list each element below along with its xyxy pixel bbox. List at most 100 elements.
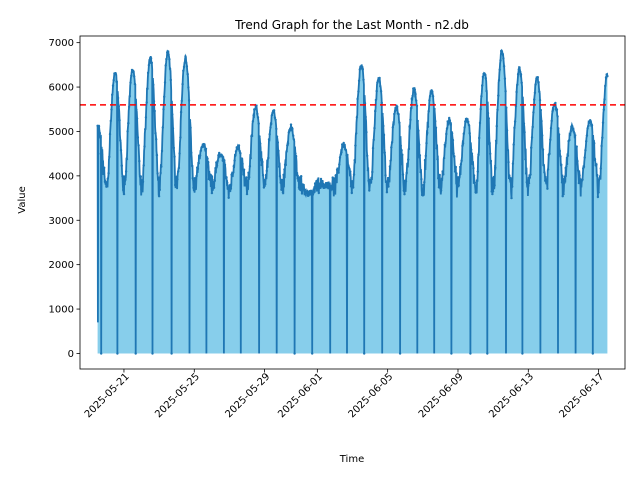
data-point	[454, 165, 457, 169]
data-point	[498, 68, 501, 71]
data-point	[269, 126, 272, 129]
data-point	[606, 75, 609, 78]
data-point	[481, 75, 485, 79]
data-point	[530, 146, 533, 149]
data-point	[382, 133, 386, 137]
data-point	[562, 192, 565, 196]
data-point	[502, 65, 506, 68]
data-point	[246, 179, 249, 182]
data-point	[478, 121, 482, 125]
data-point	[497, 79, 501, 82]
data-point	[390, 146, 393, 149]
data-point	[585, 134, 589, 137]
data-point	[475, 179, 479, 182]
data-point	[180, 99, 183, 103]
data-point	[453, 155, 456, 158]
data-point	[302, 184, 305, 187]
data-point	[311, 193, 315, 196]
data-point	[565, 165, 568, 168]
data-point	[234, 150, 238, 153]
data-point	[316, 185, 319, 188]
data-point	[286, 144, 289, 147]
data-point	[426, 131, 429, 135]
data-point	[264, 183, 267, 186]
data-point	[531, 125, 534, 129]
data-point	[412, 90, 416, 94]
data-point	[369, 180, 372, 183]
data-point	[310, 190, 313, 194]
data-point	[271, 111, 274, 114]
data-point	[317, 191, 320, 195]
data-point	[259, 159, 263, 162]
data-point	[413, 88, 416, 91]
data-point	[108, 155, 111, 159]
data-point	[502, 57, 505, 60]
data-point	[571, 125, 574, 128]
data-point	[133, 82, 137, 86]
data-point	[381, 112, 384, 116]
data-point	[343, 145, 346, 149]
y-tick-label: 2000	[49, 260, 74, 271]
data-point	[289, 123, 293, 126]
data-point	[560, 163, 563, 166]
data-point	[100, 352, 103, 355]
data-point	[148, 60, 151, 64]
data-point	[529, 173, 532, 176]
data-point	[300, 192, 304, 195]
data-point	[232, 165, 235, 168]
data-point	[176, 178, 179, 181]
data-point	[511, 162, 515, 165]
data-point	[277, 149, 280, 153]
data-point	[274, 118, 277, 122]
data-point	[101, 159, 104, 163]
data-point	[451, 138, 455, 142]
data-point	[123, 183, 126, 186]
data-point	[461, 144, 464, 148]
data-point	[152, 100, 156, 103]
data-point	[495, 124, 498, 128]
data-point	[122, 192, 126, 196]
data-point	[229, 187, 233, 190]
data-point	[398, 352, 402, 355]
data-point	[380, 101, 383, 105]
data-point	[450, 132, 454, 135]
data-point	[605, 73, 608, 76]
data-point	[155, 138, 158, 141]
plot-frame	[79, 35, 626, 370]
data-point	[366, 154, 369, 157]
data-point	[538, 98, 542, 102]
data-point	[423, 181, 426, 184]
data-point	[389, 159, 392, 162]
data-point	[314, 186, 318, 190]
data-point	[226, 187, 230, 190]
data-point	[283, 168, 286, 171]
data-point	[144, 128, 147, 131]
data-point	[493, 184, 496, 187]
data-point	[355, 132, 358, 135]
data-point	[351, 180, 354, 183]
data-point	[278, 165, 281, 168]
y-axis: 0 1000 2000 3000 4000 5000 6000 7000	[49, 38, 80, 360]
data-point	[173, 155, 176, 158]
data-point	[480, 95, 483, 98]
data-point	[541, 148, 545, 151]
data-point	[161, 126, 164, 129]
data-point	[177, 166, 181, 170]
data-point	[115, 80, 118, 83]
data-point	[154, 131, 157, 135]
data-point	[103, 180, 107, 184]
data-point	[194, 187, 197, 191]
data-point	[260, 163, 263, 167]
data-point	[164, 64, 167, 67]
data-point	[576, 169, 580, 172]
data-point	[125, 157, 129, 161]
data-point	[545, 178, 548, 181]
data-point	[508, 174, 511, 177]
data-point	[311, 352, 314, 355]
data-point	[392, 123, 395, 126]
data-point	[421, 194, 424, 197]
data-point	[223, 159, 226, 162]
data-point	[514, 105, 518, 108]
data-point	[213, 179, 216, 182]
data-point	[503, 77, 507, 80]
